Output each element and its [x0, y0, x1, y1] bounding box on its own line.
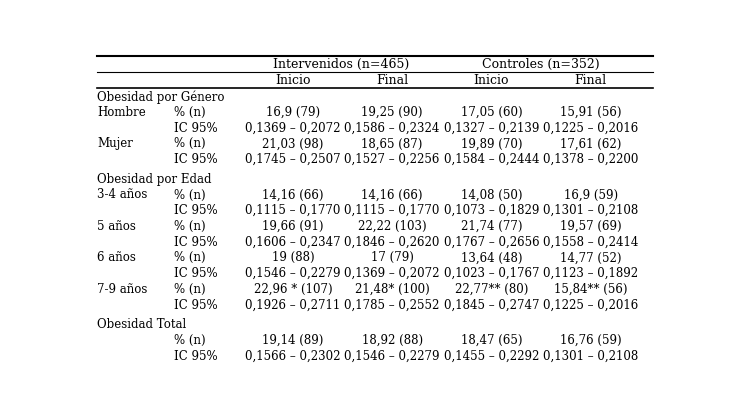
Text: % (n): % (n) — [173, 252, 206, 264]
Text: IC 95%: IC 95% — [173, 204, 217, 217]
Text: 22,77** (80): 22,77** (80) — [455, 283, 528, 296]
Text: 19,14 (89): 19,14 (89) — [262, 334, 324, 347]
Text: 0,1225 – 0,2016: 0,1225 – 0,2016 — [543, 299, 638, 312]
Text: 0,1785 – 0,2552: 0,1785 – 0,2552 — [345, 299, 440, 312]
Text: 22,22 (103): 22,22 (103) — [358, 220, 427, 233]
Text: 14,77 (52): 14,77 (52) — [560, 252, 621, 264]
Text: IC 95%: IC 95% — [173, 267, 217, 280]
Text: 16,9 (59): 16,9 (59) — [564, 189, 618, 202]
Text: 0,1369 – 0,2072: 0,1369 – 0,2072 — [245, 121, 340, 134]
Text: 18,92 (88): 18,92 (88) — [362, 334, 423, 347]
Text: 15,84** (56): 15,84** (56) — [554, 283, 627, 296]
Text: 19 (88): 19 (88) — [272, 252, 314, 264]
Text: 17,05 (60): 17,05 (60) — [460, 106, 522, 119]
Text: 0,1378 – 0,2200: 0,1378 – 0,2200 — [543, 153, 638, 166]
Text: 0,1584 – 0,2444: 0,1584 – 0,2444 — [444, 153, 539, 166]
Text: Intervenidos (n=465): Intervenidos (n=465) — [273, 58, 409, 71]
Text: % (n): % (n) — [173, 106, 206, 119]
Text: 0,1023 – 0,1767: 0,1023 – 0,1767 — [444, 267, 539, 280]
Text: IC 95%: IC 95% — [173, 350, 217, 363]
Text: 0,1546 – 0,2279: 0,1546 – 0,2279 — [345, 350, 440, 363]
Text: % (n): % (n) — [173, 189, 206, 202]
Text: 19,25 (90): 19,25 (90) — [362, 106, 423, 119]
Text: Inicio: Inicio — [474, 74, 509, 87]
Text: 0,1073 – 0,1829: 0,1073 – 0,1829 — [444, 204, 539, 217]
Text: 22,96 * (107): 22,96 * (107) — [253, 283, 332, 296]
Text: 13,64 (48): 13,64 (48) — [460, 252, 522, 264]
Text: 0,1767 – 0,2656: 0,1767 – 0,2656 — [444, 236, 539, 249]
Text: Controles (n=352): Controles (n=352) — [482, 58, 600, 71]
Text: 19,66 (91): 19,66 (91) — [262, 220, 324, 233]
Text: 0,1846 – 0,2620: 0,1846 – 0,2620 — [345, 236, 440, 249]
Text: 5 años: 5 años — [97, 220, 136, 233]
Text: 0,1845 – 0,2747: 0,1845 – 0,2747 — [444, 299, 539, 312]
Text: 14,08 (50): 14,08 (50) — [460, 189, 522, 202]
Text: 0,1566 – 0,2302: 0,1566 – 0,2302 — [245, 350, 340, 363]
Text: 0,1123 – 0,1892: 0,1123 – 0,1892 — [543, 267, 638, 280]
Text: 18,47 (65): 18,47 (65) — [460, 334, 522, 347]
Text: % (n): % (n) — [173, 283, 206, 296]
Text: 0,1586 – 0,2324: 0,1586 – 0,2324 — [345, 121, 440, 134]
Text: 0,1558 – 0,2414: 0,1558 – 0,2414 — [543, 236, 638, 249]
Text: 16,9 (79): 16,9 (79) — [266, 106, 320, 119]
Text: IC 95%: IC 95% — [173, 153, 217, 166]
Text: 17 (79): 17 (79) — [370, 252, 414, 264]
Text: IC 95%: IC 95% — [173, 236, 217, 249]
Text: 0,1455 – 0,2292: 0,1455 – 0,2292 — [444, 350, 539, 363]
Text: 15,91 (56): 15,91 (56) — [560, 106, 621, 119]
Text: 7-9 años: 7-9 años — [97, 283, 148, 296]
Text: 21,03 (98): 21,03 (98) — [262, 137, 324, 151]
Text: 21,74 (77): 21,74 (77) — [460, 220, 522, 233]
Text: Obesidad por Edad: Obesidad por Edad — [97, 173, 212, 186]
Text: 0,1527 – 0,2256: 0,1527 – 0,2256 — [345, 153, 440, 166]
Text: 16,76 (59): 16,76 (59) — [560, 334, 621, 347]
Text: 0,1745 – 0,2507: 0,1745 – 0,2507 — [245, 153, 340, 166]
Text: 0,1606 – 0,2347: 0,1606 – 0,2347 — [245, 236, 340, 249]
Text: 0,1369 – 0,2072: 0,1369 – 0,2072 — [345, 267, 440, 280]
Text: Final: Final — [575, 74, 607, 87]
Text: Mujer: Mujer — [97, 137, 133, 151]
Text: Obesidad por Género: Obesidad por Género — [97, 90, 225, 104]
Text: Inicio: Inicio — [275, 74, 310, 87]
Text: 0,1327 – 0,2139: 0,1327 – 0,2139 — [444, 121, 539, 134]
Text: 0,1301 – 0,2108: 0,1301 – 0,2108 — [543, 204, 638, 217]
Text: 3-4 años: 3-4 años — [97, 189, 148, 202]
Text: IC 95%: IC 95% — [173, 121, 217, 134]
Text: 0,1115 – 0,1770: 0,1115 – 0,1770 — [245, 204, 340, 217]
Text: % (n): % (n) — [173, 137, 206, 151]
Text: 0,1115 – 0,1770: 0,1115 – 0,1770 — [345, 204, 440, 217]
Text: 19,89 (70): 19,89 (70) — [460, 137, 522, 151]
Text: Obesidad Total: Obesidad Total — [97, 318, 187, 331]
Text: 19,57 (69): 19,57 (69) — [560, 220, 621, 233]
Text: 0,1926 – 0,2711: 0,1926 – 0,2711 — [245, 299, 340, 312]
Text: 6 años: 6 años — [97, 252, 136, 264]
Text: Hombre: Hombre — [97, 106, 146, 119]
Text: 17,61 (62): 17,61 (62) — [560, 137, 621, 151]
Text: 21,48* (100): 21,48* (100) — [355, 283, 430, 296]
Text: % (n): % (n) — [173, 334, 206, 347]
Text: % (n): % (n) — [173, 220, 206, 233]
Text: 14,16 (66): 14,16 (66) — [262, 189, 324, 202]
Text: 0,1546 – 0,2279: 0,1546 – 0,2279 — [245, 267, 340, 280]
Text: 0,1301 – 0,2108: 0,1301 – 0,2108 — [543, 350, 638, 363]
Text: 18,65 (87): 18,65 (87) — [362, 137, 423, 151]
Text: 14,16 (66): 14,16 (66) — [362, 189, 423, 202]
Text: IC 95%: IC 95% — [173, 299, 217, 312]
Text: Final: Final — [376, 74, 408, 87]
Text: 0,1225 – 0,2016: 0,1225 – 0,2016 — [543, 121, 638, 134]
